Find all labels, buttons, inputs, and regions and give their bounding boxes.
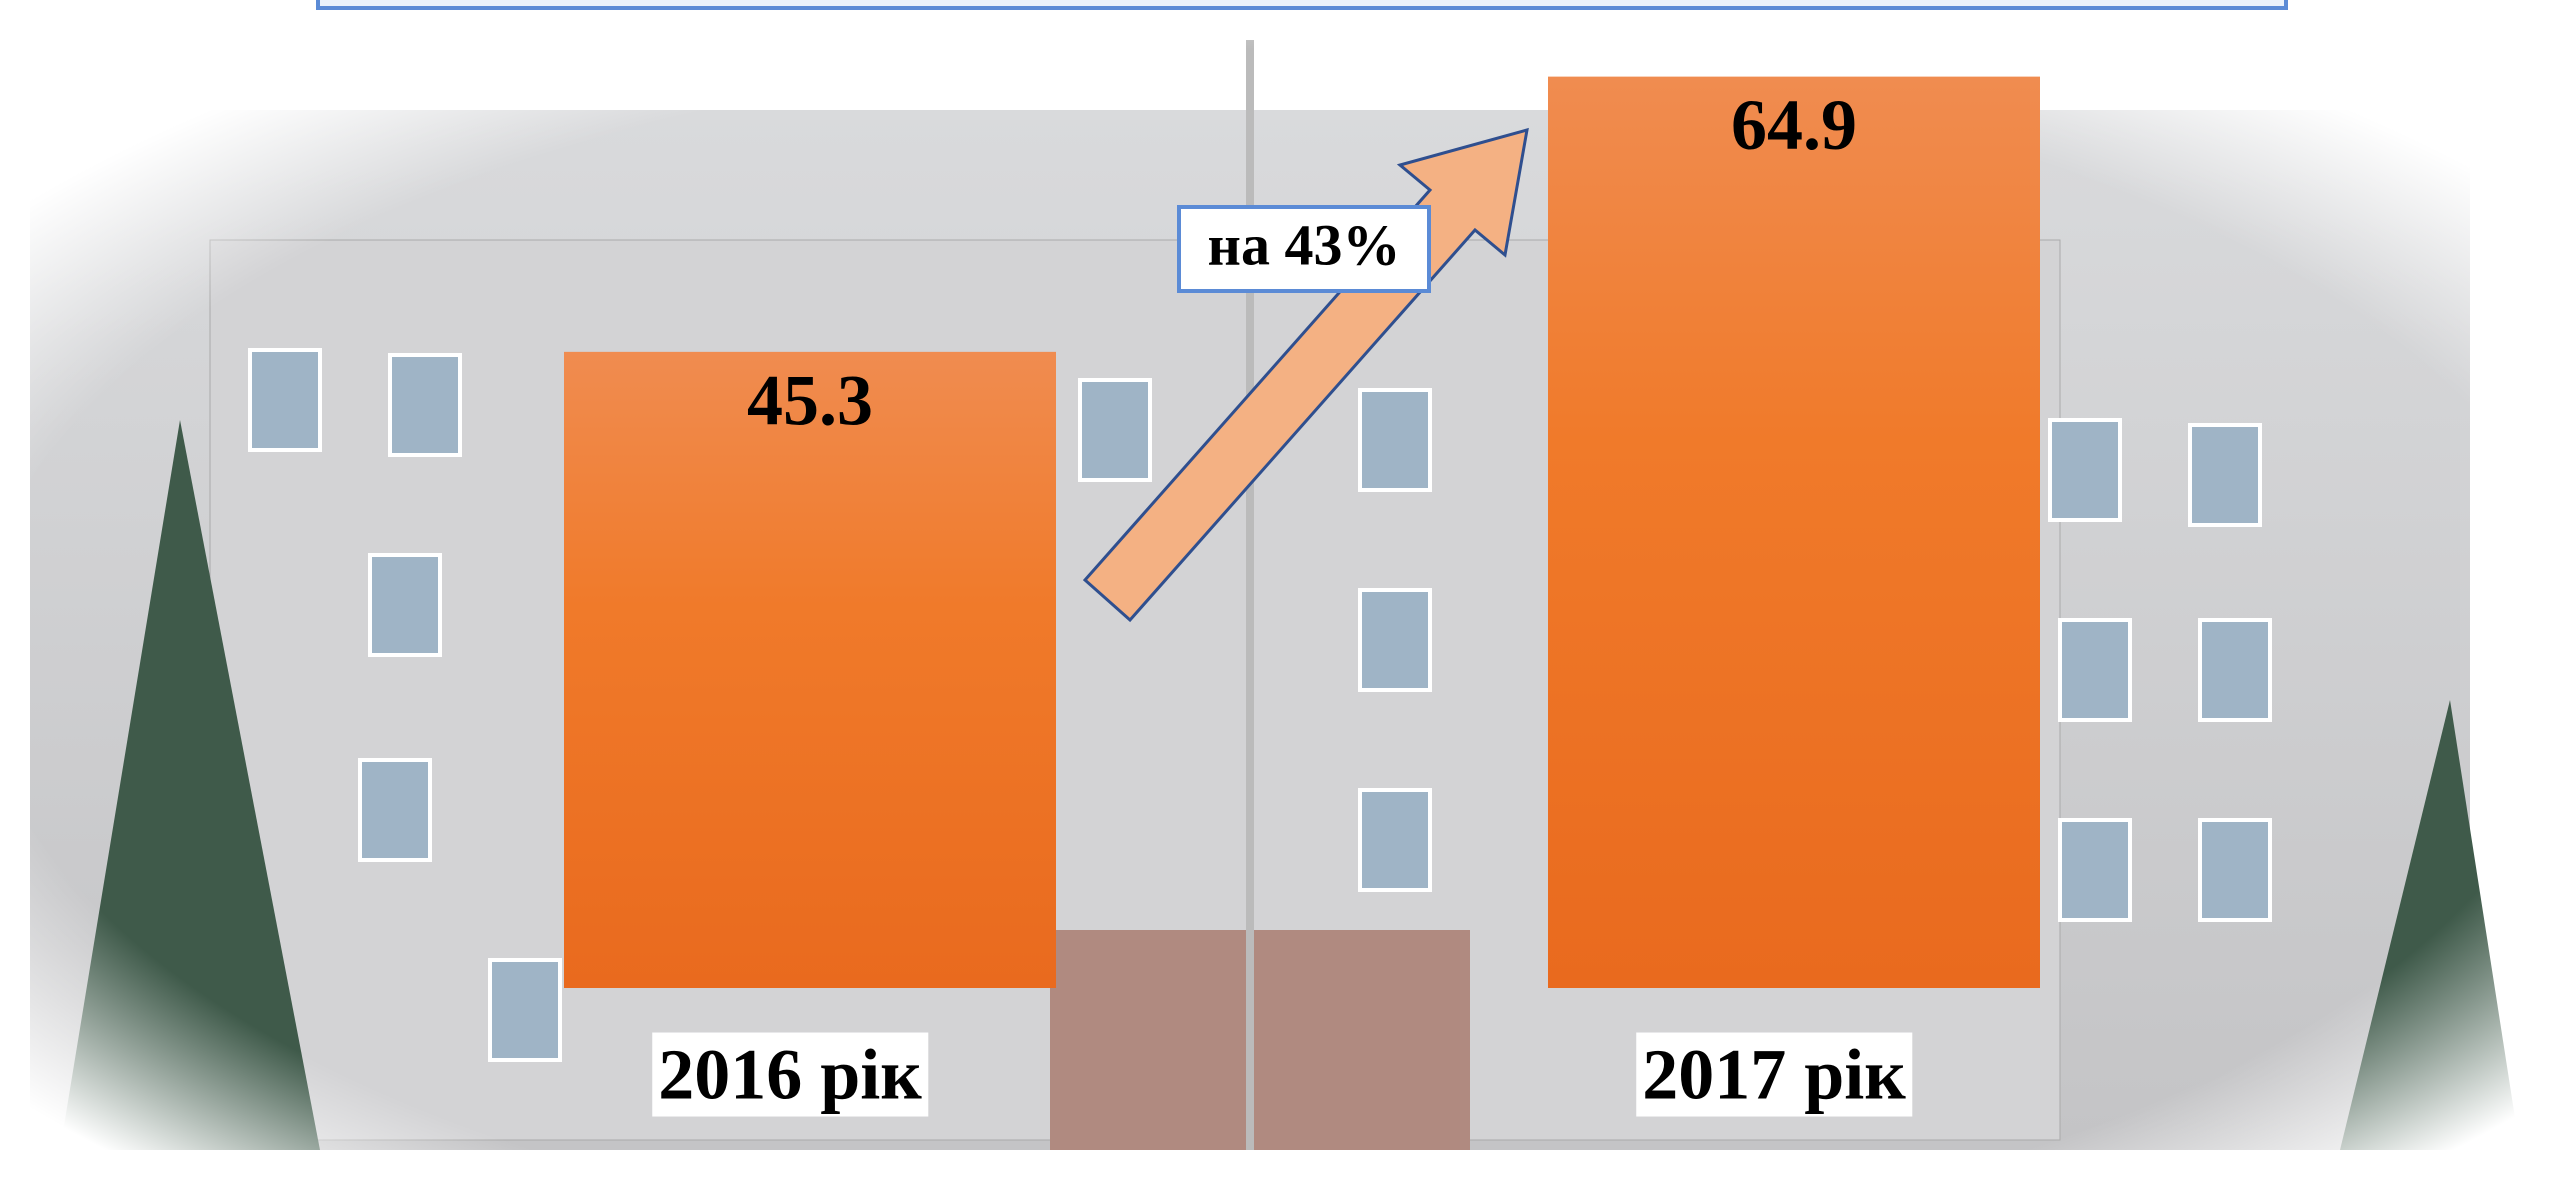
bar [1548, 77, 2040, 988]
value-label: 64.9 [1731, 85, 1857, 165]
bar [564, 352, 1056, 988]
page: {"chart_data": {"type": "bar", "categori… [0, 0, 2560, 1189]
annotation: на 43% [1208, 212, 1401, 277]
value-label: 45.3 [747, 360, 873, 440]
background-photo [0, 0, 2560, 1189]
x-tick-label: 2017 рік [1642, 1035, 1906, 1115]
chart: на 43% 45.3 2016 рік 64.9 2017 рік [0, 0, 2560, 1189]
x-tick-label: 2016 рік [658, 1035, 922, 1115]
